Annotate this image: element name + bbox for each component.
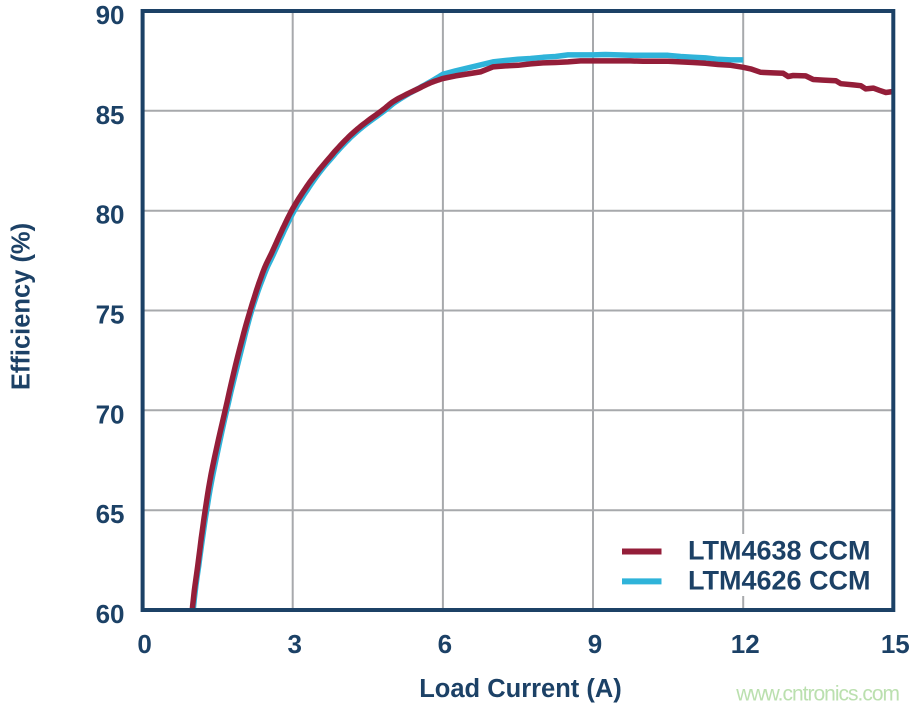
svg-text:75: 75 [96, 300, 125, 330]
svg-text:12: 12 [731, 629, 760, 659]
svg-text:LTM4638 CCM: LTM4638 CCM [688, 536, 871, 566]
svg-text:65: 65 [96, 499, 125, 529]
svg-text:90: 90 [96, 0, 125, 30]
svg-text:Load Current (A): Load Current (A) [419, 675, 622, 703]
svg-text:www.cntronics.com: www.cntronics.com [735, 682, 899, 705]
svg-text:LTM4626 CCM: LTM4626 CCM [688, 565, 871, 595]
svg-text:80: 80 [96, 200, 125, 230]
svg-text:15: 15 [881, 629, 910, 659]
svg-text:6: 6 [438, 629, 452, 659]
svg-text:9: 9 [588, 629, 602, 659]
svg-text:85: 85 [96, 100, 125, 130]
svg-text:0: 0 [137, 629, 151, 659]
svg-text:70: 70 [96, 399, 125, 429]
svg-text:3: 3 [287, 629, 301, 659]
svg-text:Efficiency (%): Efficiency (%) [8, 223, 36, 390]
svg-text:60: 60 [96, 599, 125, 629]
